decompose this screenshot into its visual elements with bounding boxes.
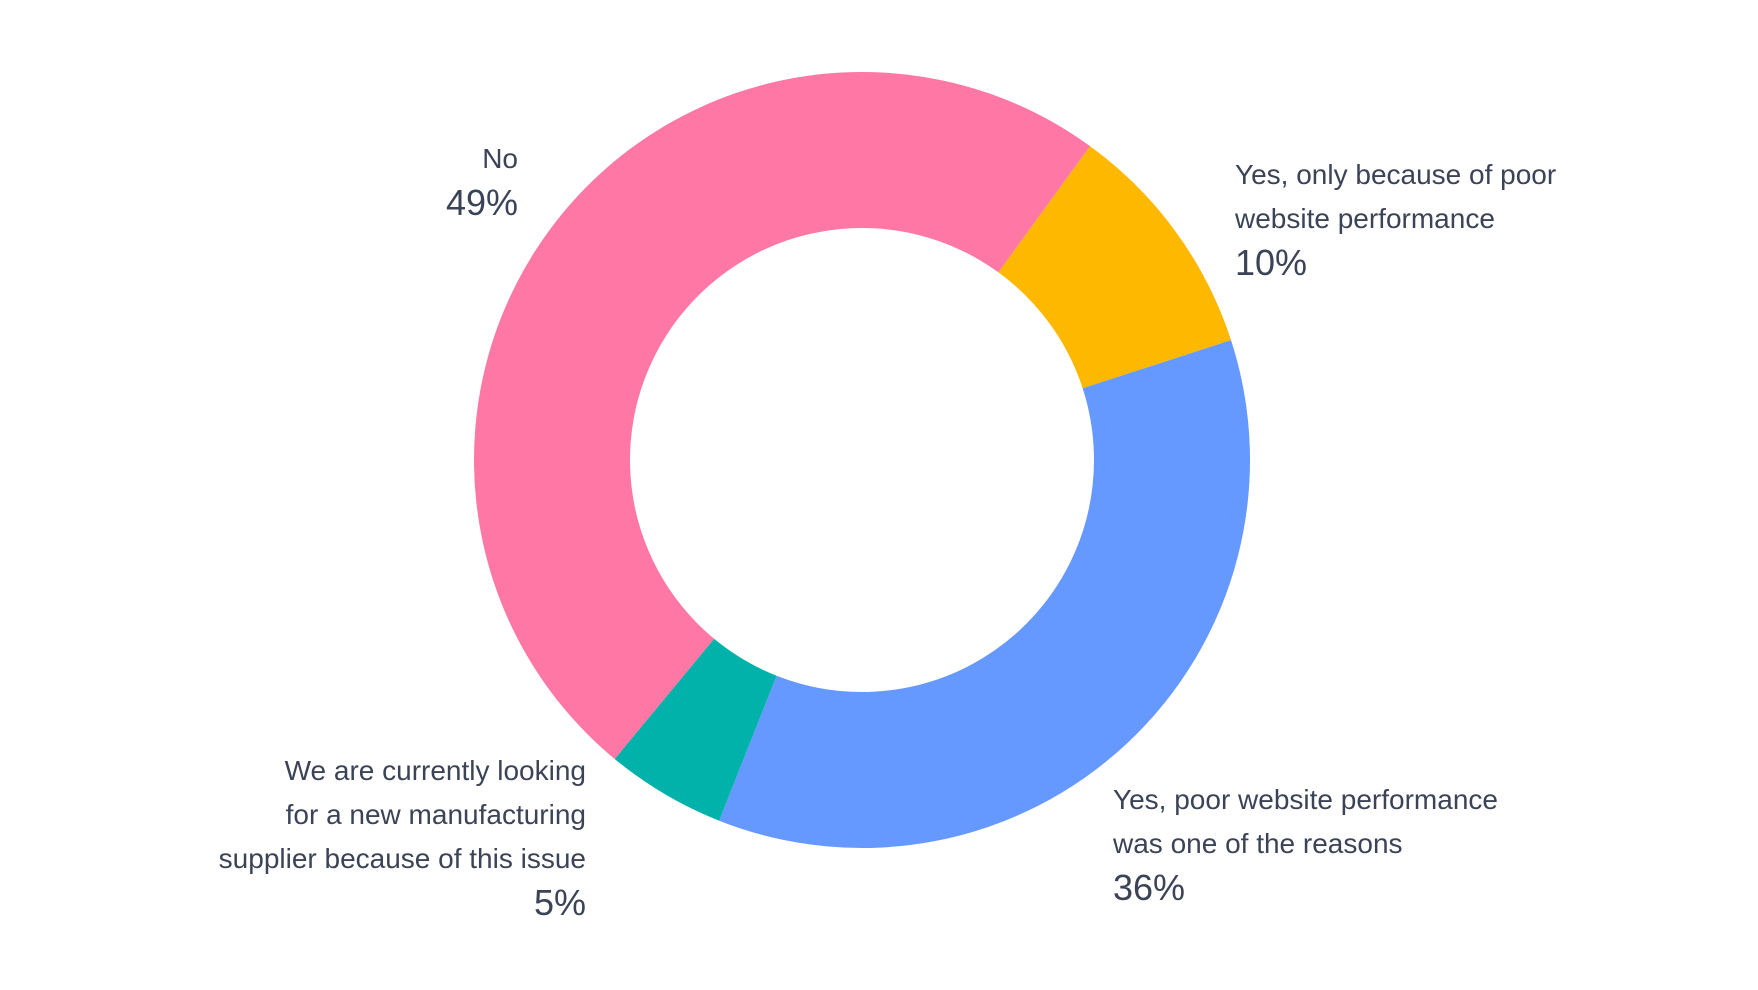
donut-slice-0: [998, 146, 1232, 389]
slice-value-label: 49%: [445, 182, 518, 223]
slice-label-text: Yes, only because of poor website perfor…: [1235, 159, 1557, 234]
donut-slice-1: [719, 340, 1250, 849]
donut-slice-3: [474, 72, 1091, 759]
slice-label-text: We are currently looking for a new manuf…: [218, 755, 586, 874]
slice-value-label: 36%: [1113, 867, 1186, 908]
label-slice-one-of-reasons: Yes, poor website performance was one of…: [1113, 778, 1573, 910]
donut-slice-2: [614, 638, 777, 821]
slice-label-text: No: [482, 143, 518, 174]
slice-label-text: Yes, poor website performance was one of…: [1113, 784, 1498, 859]
slice-value-label: 5%: [533, 882, 586, 923]
label-slice-only-poor-performance: Yes, only because of poor website perfor…: [1235, 153, 1695, 285]
slice-value-label: 10%: [1235, 242, 1308, 283]
label-slice-looking-for-supplier: We are currently looking for a new manuf…: [126, 749, 586, 925]
label-slice-no: No 49%: [58, 137, 518, 225]
